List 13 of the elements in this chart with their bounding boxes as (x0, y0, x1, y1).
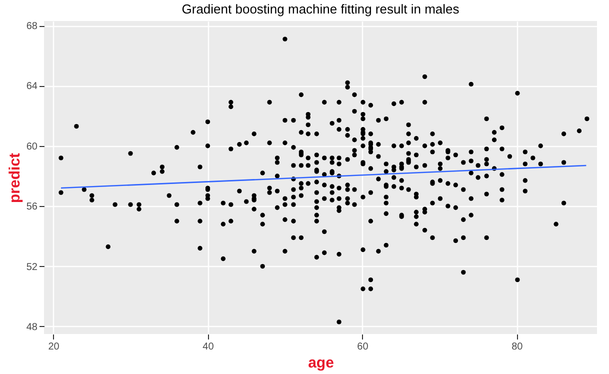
y-axis-title: predict (6, 152, 24, 204)
y-tick-label: 64 (26, 81, 38, 92)
x-tick-label: 20 (48, 342, 60, 352)
y-tick-label: 60 (26, 141, 38, 152)
chart-title: Gradient boosting machine fitting result in males (182, 2, 460, 17)
y-tick-label: 52 (26, 262, 38, 273)
x-axis-title: age (308, 354, 334, 372)
y-tick-label: 56 (26, 202, 38, 213)
x-tick-label: 80 (512, 342, 524, 352)
x-tick-label: 40 (202, 342, 214, 352)
y-tick-label: 48 (26, 322, 38, 333)
y-tick-label: 68 (26, 21, 38, 32)
x-tick-label: 60 (357, 342, 369, 352)
